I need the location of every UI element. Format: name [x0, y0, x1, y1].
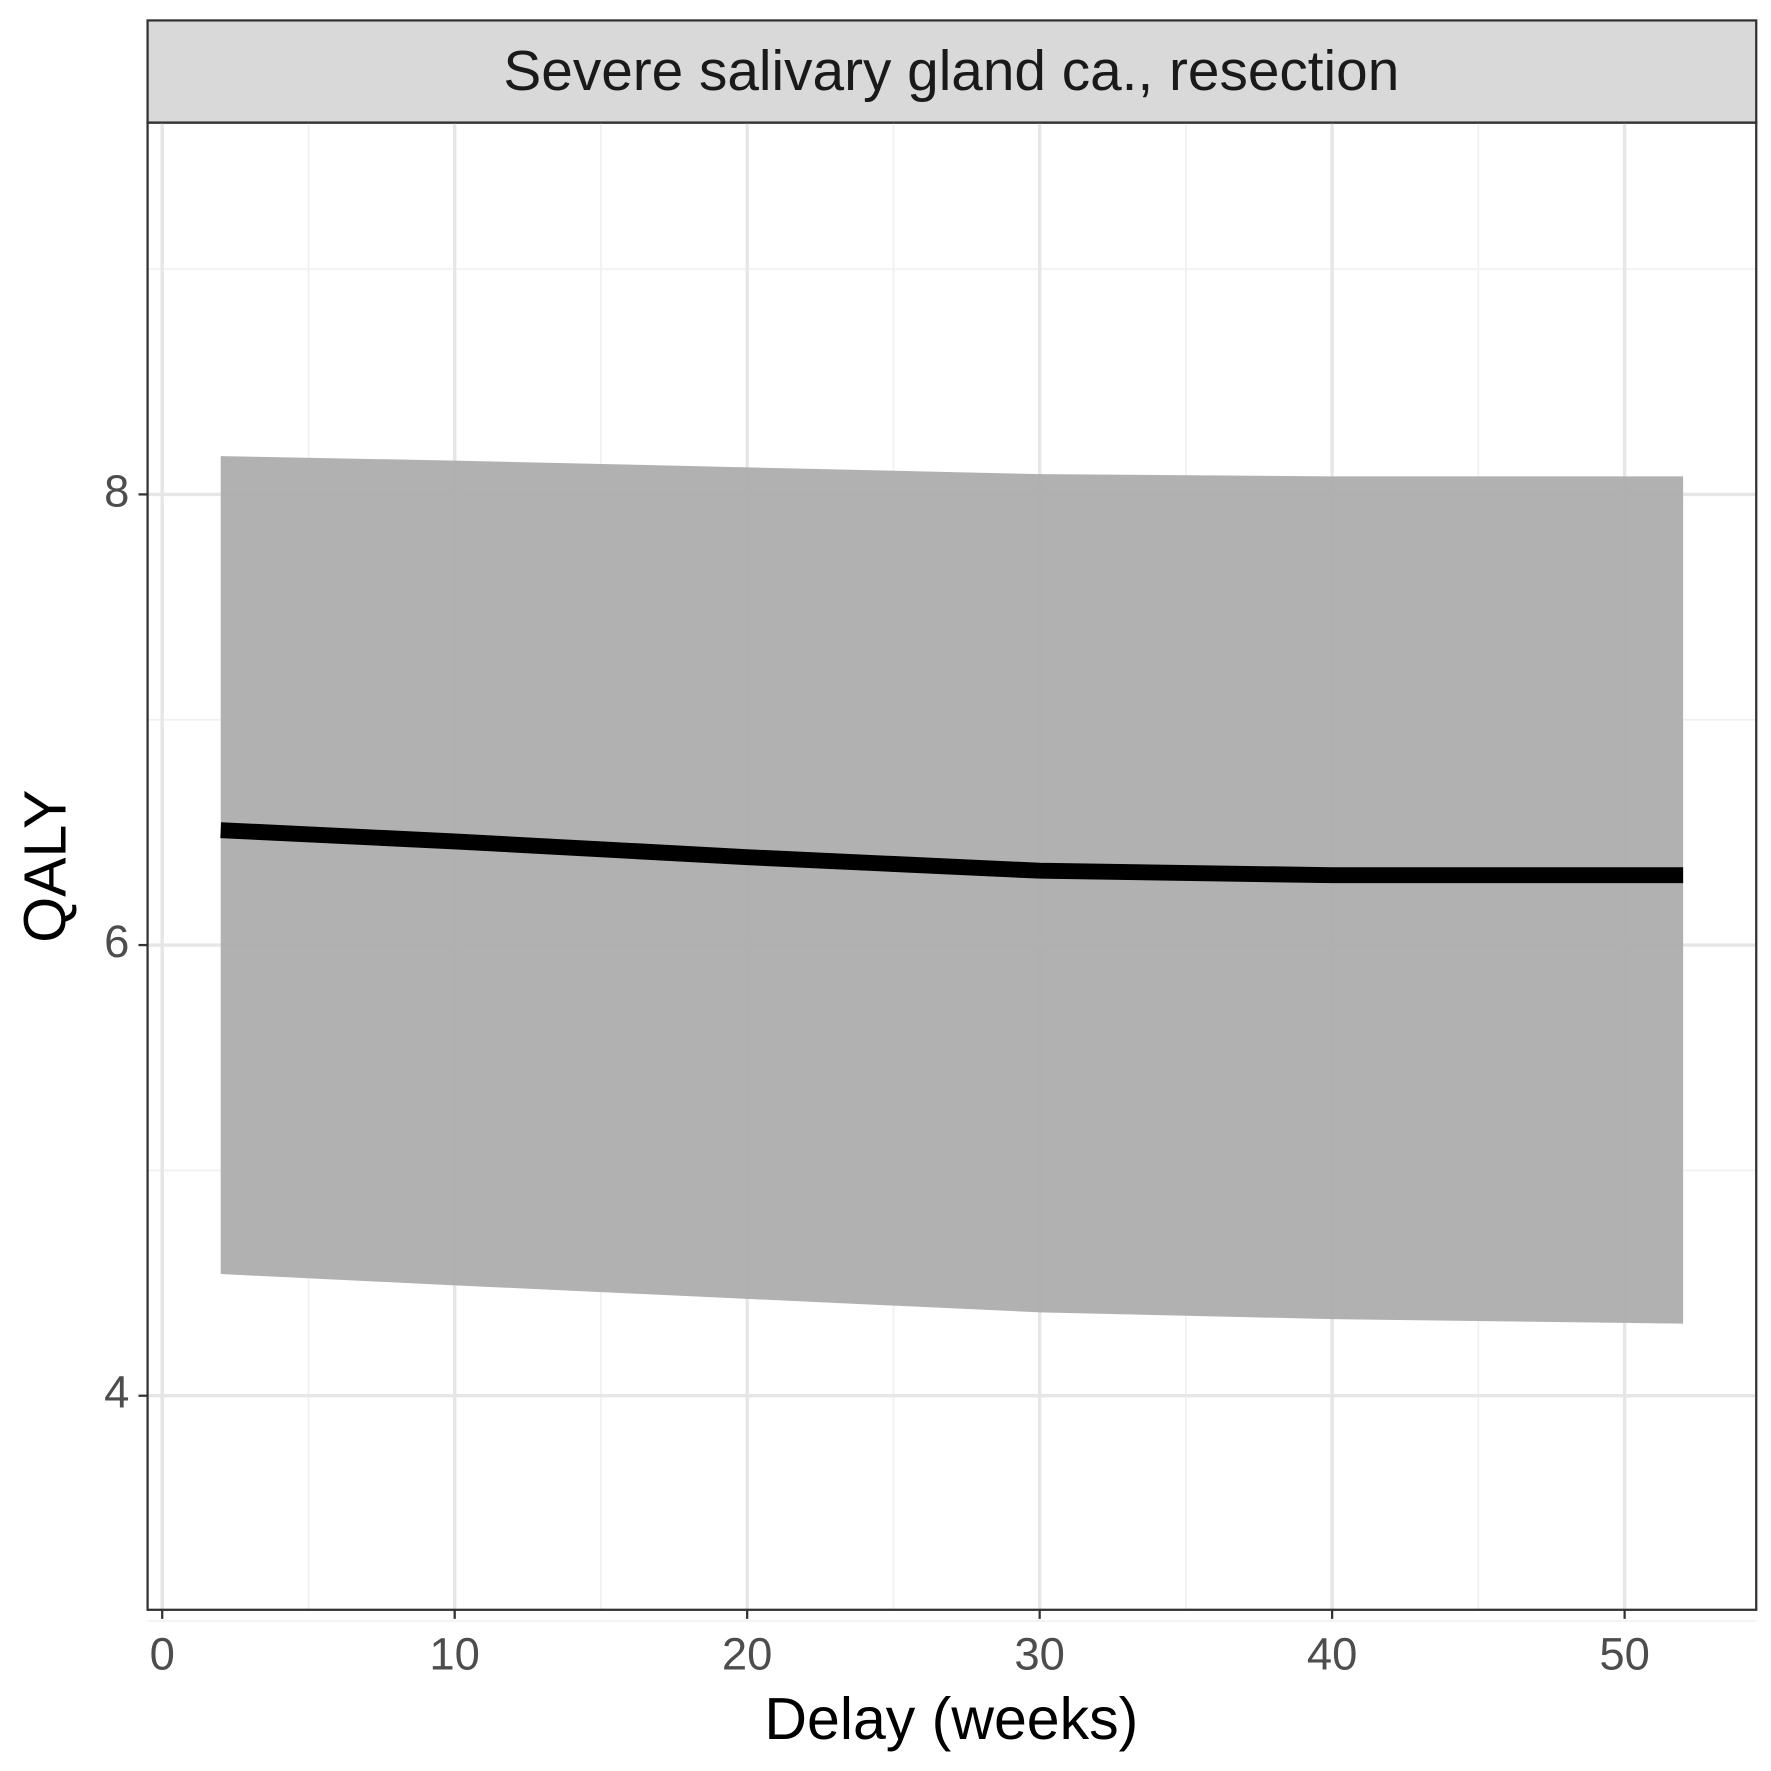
y-axis-title: QALY — [13, 790, 79, 943]
y-tick-label: 8 — [104, 465, 129, 516]
x-tick-label: 30 — [1014, 1628, 1065, 1679]
x-axis-title: Delay (weeks) — [764, 1686, 1138, 1752]
y-tick-label: 6 — [104, 916, 129, 967]
x-tick-label: 40 — [1307, 1628, 1358, 1679]
x-tick-label: 50 — [1599, 1628, 1650, 1679]
x-tick-label: 20 — [722, 1628, 773, 1679]
x-tick-label: 0 — [150, 1628, 175, 1679]
strip-title: Severe salivary gland ca., resection — [503, 40, 1399, 103]
x-tick-label: 10 — [429, 1628, 480, 1679]
confidence-band — [220, 456, 1684, 1324]
y-tick-label: 4 — [104, 1367, 129, 1418]
panel-border — [146, 121, 1758, 1611]
strip — [146, 19, 1758, 124]
line — [220, 822, 1684, 884]
